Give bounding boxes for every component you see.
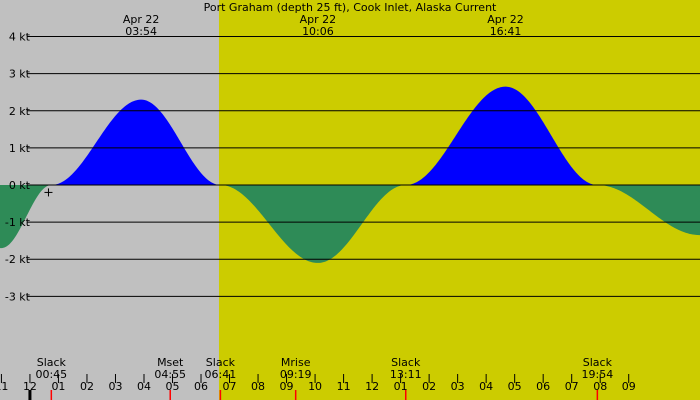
y-tick-label: 1 kt	[9, 142, 31, 155]
hour-label: 06	[194, 380, 208, 393]
event-time-label: 06:41	[205, 368, 237, 381]
y-tick-label: -3 kt	[5, 290, 31, 303]
hour-label: 04	[137, 380, 151, 393]
hour-label: 05	[508, 380, 522, 393]
chart-labels: Port Graham (depth 25 ft), Cook Inlet, A…	[0, 1, 636, 393]
event-name-label: Slack	[391, 356, 421, 369]
hour-label: 09	[622, 380, 636, 393]
hour-label: 12	[23, 380, 37, 393]
hour-label: 11	[0, 380, 8, 393]
event-name-label: Slack	[206, 356, 236, 369]
hour-label: 06	[536, 380, 550, 393]
event-name-label: Mset	[157, 356, 184, 369]
event-marker	[219, 390, 222, 400]
hour-label: 08	[593, 380, 607, 393]
max-current-date-label: Apr 22	[300, 13, 337, 26]
y-tick-label: 4 kt	[9, 31, 31, 44]
hour-label: 07	[223, 380, 237, 393]
event-marker	[50, 390, 53, 400]
event-marker	[169, 390, 171, 400]
y-tick-label: -1 kt	[5, 216, 31, 229]
max-current-time-label: 10:06	[302, 25, 334, 38]
y-tick-label: 0 kt	[9, 179, 31, 192]
y-tick-label: 3 kt	[9, 68, 31, 81]
hour-label: 07	[565, 380, 579, 393]
hour-label: 02	[80, 380, 94, 393]
event-time-label: 00:45	[35, 368, 67, 381]
hour-label: 11	[337, 380, 351, 393]
max-current-time-label: 16:41	[490, 25, 522, 38]
max-current-date-label: Apr 22	[487, 13, 524, 26]
event-marker	[404, 390, 407, 400]
event-time-label: 13:11	[390, 368, 422, 381]
y-tick-label: 2 kt	[9, 105, 31, 118]
grid-lines	[0, 36, 700, 383]
hour-label: 03	[451, 380, 465, 393]
hour-label: 03	[108, 380, 122, 393]
event-name-label: Slack	[37, 356, 67, 369]
ebb-current-area	[0, 185, 700, 263]
event-name-label: Mrise	[281, 356, 311, 369]
hour-label: 02	[422, 380, 436, 393]
hour-label: 04	[479, 380, 493, 393]
event-marker	[28, 390, 32, 400]
hour-label: 01	[394, 380, 408, 393]
hour-label: 09	[280, 380, 294, 393]
max-current-time-label: 03:54	[125, 25, 157, 38]
event-marker	[294, 390, 297, 400]
hour-label: 10	[308, 380, 322, 393]
event-time-label: 19:54	[582, 368, 614, 381]
event-name-label: Slack	[583, 356, 613, 369]
event-time-label: 09:19	[280, 368, 312, 381]
event-time-label: 04:55	[154, 368, 186, 381]
hour-label: 05	[166, 380, 180, 393]
y-tick-label: -2 kt	[5, 253, 31, 266]
max-current-date-label: Apr 22	[123, 13, 160, 26]
night-shading	[0, 0, 219, 400]
chart-title: Port Graham (depth 25 ft), Cook Inlet, A…	[204, 1, 497, 14]
hour-label: 01	[51, 380, 65, 393]
event-marker	[596, 390, 599, 400]
hour-label: 12	[365, 380, 379, 393]
event-markers	[28, 188, 599, 400]
hour-label: 08	[251, 380, 265, 393]
